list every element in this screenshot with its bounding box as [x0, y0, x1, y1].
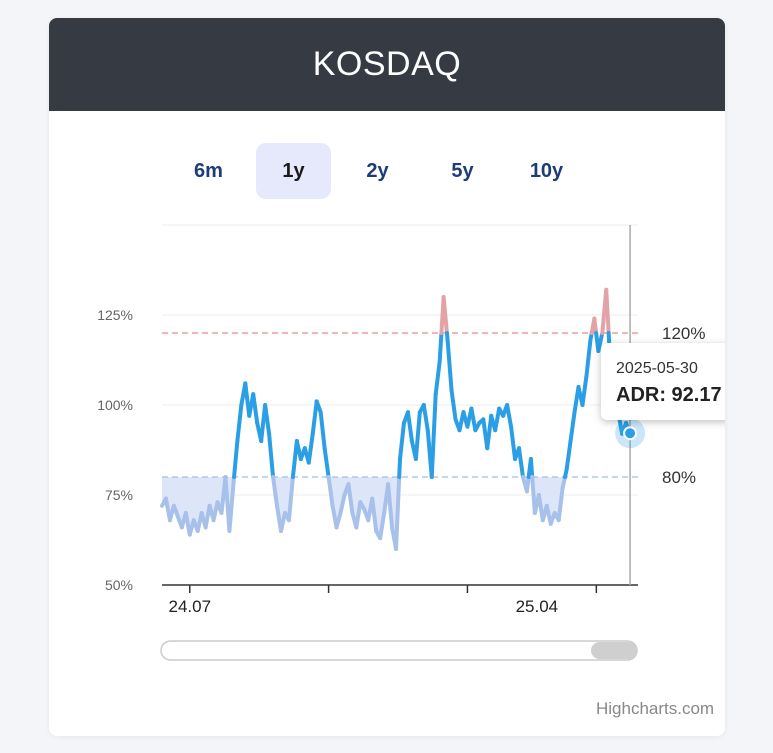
range-button-10y[interactable]: 10y	[529, 159, 564, 182]
chart-header: KOSDAQ	[49, 18, 725, 111]
series-segment[interactable]	[421, 403, 430, 433]
series-segment[interactable]	[413, 410, 422, 461]
adr-series[interactable]	[160, 287, 633, 551]
series-segment[interactable]	[568, 410, 577, 443]
series-segment[interactable]	[306, 431, 315, 465]
series-segment[interactable]	[251, 392, 260, 425]
series-segment[interactable]	[469, 406, 478, 433]
series-segment[interactable]	[286, 475, 295, 523]
series-segment[interactable]	[235, 403, 244, 443]
series-segment[interactable]	[505, 403, 514, 429]
series-segment[interactable]	[441, 295, 449, 335]
series-segment[interactable]	[271, 475, 280, 508]
y-tick-label: 100%	[97, 397, 133, 413]
axes: 50% 75% 100% 125% 24.07 25.04	[97, 307, 638, 616]
series-segment[interactable]	[524, 475, 531, 494]
series-segment[interactable]	[370, 496, 379, 533]
chart-card: KOSDAQ 6m 1y 2y 5y 10y 120% 80% 50% 75% 100…	[49, 18, 725, 736]
range-button-2y[interactable]: 2y	[366, 159, 389, 182]
series-segment[interactable]	[322, 446, 331, 479]
y-tick-label: 75%	[105, 487, 133, 503]
series-segment[interactable]	[394, 475, 402, 551]
range-button-5y[interactable]: 5y	[451, 159, 474, 182]
series-segment[interactable]	[263, 403, 272, 436]
series-segment[interactable]	[310, 399, 319, 436]
series-segment[interactable]	[354, 500, 363, 530]
hover-marker	[623, 426, 638, 441]
series-segment[interactable]	[346, 482, 355, 515]
series-segment[interactable]	[279, 511, 287, 533]
series-segment[interactable]	[232, 439, 240, 479]
series-segment[interactable]	[378, 511, 387, 541]
series-segment[interactable]	[227, 482, 236, 533]
scrollbar-track[interactable]	[160, 640, 638, 661]
series-segment[interactable]	[449, 388, 458, 422]
series-segment[interactable]	[584, 338, 593, 379]
series-segment[interactable]	[556, 485, 565, 523]
series-segment[interactable]	[604, 287, 611, 335]
range-selector: 6m 1y 2y 5y 10y	[49, 143, 725, 199]
series-segment[interactable]	[405, 410, 414, 443]
grid-lines	[162, 224, 638, 586]
series-segment[interactable]	[517, 446, 525, 479]
series-segment[interactable]	[338, 493, 347, 515]
series-segment[interactable]	[429, 392, 438, 479]
series-segment[interactable]	[267, 431, 276, 479]
y-tick-label: 50%	[105, 577, 133, 593]
series-segment[interactable]	[398, 421, 406, 461]
series-segment[interactable]	[326, 475, 335, 508]
adr-chart[interactable]: 120% 80% 50% 75% 100% 125% 24.07 25.04	[49, 18, 725, 736]
scrollbar-thumb[interactable]	[591, 642, 637, 659]
series-segment[interactable]	[596, 331, 605, 353]
series-segment[interactable]	[318, 410, 327, 451]
series-segment[interactable]	[445, 338, 454, 393]
series-segment[interactable]	[437, 331, 444, 364]
tooltip: 2025-05-30 ADR: 92.17	[601, 343, 725, 420]
y-tick-label: 125%	[97, 307, 133, 323]
x-tick-label: 25.04	[516, 597, 559, 616]
series-segment[interactable]	[509, 424, 518, 461]
threshold-lines: 120% 80%	[162, 324, 705, 487]
series-segment[interactable]	[564, 439, 573, 472]
series-segment[interactable]	[485, 413, 494, 451]
tooltip-date: 2025-05-30	[616, 360, 698, 377]
chart-title: KOSDAQ	[312, 45, 462, 83]
threshold-label-low: 80%	[662, 468, 696, 487]
series-segment[interactable]	[580, 374, 589, 407]
navigator-scrollbar[interactable]	[160, 640, 638, 661]
series-segment[interactable]	[386, 482, 395, 530]
highcharts-credits[interactable]: Highcharts.com	[596, 699, 715, 718]
series-segment[interactable]	[433, 359, 442, 397]
threshold-label-high: 120%	[662, 324, 705, 343]
range-button-6m[interactable]: 6m	[194, 159, 223, 182]
series-segment[interactable]	[397, 457, 402, 479]
x-tick-label: 24.07	[168, 597, 211, 616]
series-segment[interactable]	[493, 406, 502, 433]
tooltip-value: ADR: 92.17	[616, 384, 722, 406]
series-segment[interactable]	[528, 457, 535, 479]
series-segment[interactable]	[334, 511, 343, 530]
range-button-1y[interactable]: 1y	[256, 143, 331, 199]
series-segment[interactable]	[592, 316, 599, 335]
